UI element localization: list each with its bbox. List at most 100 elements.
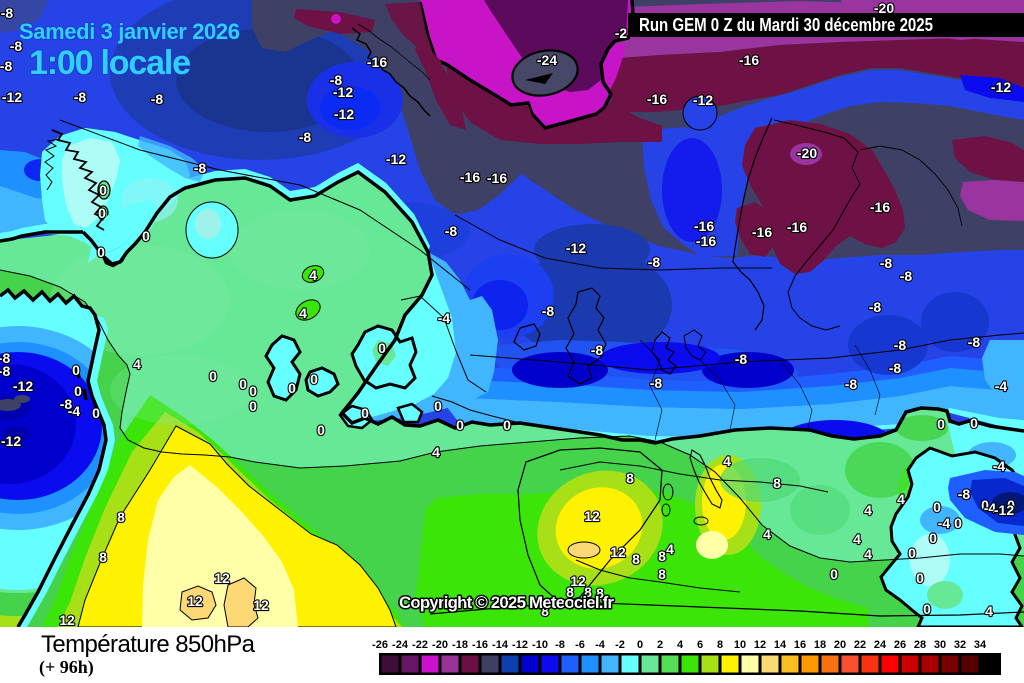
svg-text:-8: -8: [74, 89, 87, 105]
svg-text:8: 8: [717, 639, 723, 651]
svg-text:-6: -6: [575, 639, 585, 651]
svg-text:12: 12: [570, 573, 586, 589]
svg-text:-8: -8: [958, 486, 971, 502]
svg-text:-16: -16: [472, 639, 488, 651]
svg-text:-16: -16: [752, 224, 772, 240]
svg-text:0: 0: [637, 639, 643, 651]
svg-text:-4: -4: [938, 515, 951, 531]
svg-text:-8: -8: [0, 350, 10, 366]
svg-text:-8: -8: [330, 72, 343, 88]
svg-text:-8: -8: [0, 58, 12, 74]
svg-text:0: 0: [239, 376, 247, 392]
svg-text:24: 24: [874, 639, 887, 651]
svg-text:-12: -12: [2, 89, 22, 105]
svg-text:0: 0: [916, 570, 924, 586]
svg-text:-8: -8: [555, 639, 565, 651]
svg-text:4: 4: [864, 546, 872, 562]
svg-text:-8: -8: [845, 376, 858, 392]
svg-text:-4: -4: [595, 639, 606, 651]
svg-text:0: 0: [249, 398, 257, 414]
svg-text:4: 4: [432, 444, 440, 460]
svg-text:-12: -12: [693, 92, 713, 108]
svg-text:0: 0: [503, 417, 511, 433]
svg-text:0: 0: [249, 383, 257, 399]
svg-text:34: 34: [974, 639, 987, 651]
svg-text:-16: -16: [647, 91, 667, 107]
svg-text:0: 0: [361, 405, 369, 421]
svg-text:4: 4: [133, 356, 141, 372]
svg-text:12: 12: [59, 612, 75, 628]
svg-text:-20: -20: [797, 145, 817, 161]
svg-text:4: 4: [853, 531, 861, 547]
svg-text:8: 8: [584, 584, 592, 600]
svg-text:-16: -16: [696, 233, 716, 249]
svg-text:6: 6: [697, 639, 703, 651]
svg-text:-8: -8: [542, 303, 555, 319]
svg-text:-16: -16: [487, 170, 507, 186]
svg-text:1:00 locale: 1:00 locale: [29, 44, 191, 82]
svg-text:-16: -16: [739, 52, 759, 68]
svg-text:0: 0: [317, 422, 325, 438]
svg-text:-12: -12: [386, 151, 406, 167]
svg-text:-12: -12: [991, 79, 1011, 95]
svg-text:0: 0: [830, 566, 838, 582]
svg-text:0: 0: [378, 340, 386, 356]
svg-text:10: 10: [734, 639, 746, 651]
svg-text:-4: -4: [993, 458, 1006, 474]
svg-text:8: 8: [99, 549, 107, 565]
svg-text:0: 0: [209, 368, 217, 384]
svg-text:-8: -8: [735, 351, 748, 367]
svg-text:0: 0: [92, 405, 100, 421]
svg-text:0: 0: [933, 499, 941, 515]
svg-text:-18: -18: [452, 639, 468, 651]
svg-text:0: 0: [72, 362, 80, 378]
svg-text:Samedi 3 janvier 2026: Samedi 3 janvier 2026: [19, 19, 240, 44]
svg-text:-26: -26: [372, 639, 388, 651]
svg-text:0: 0: [929, 530, 937, 546]
svg-text:4: 4: [299, 305, 307, 321]
svg-text:-16: -16: [787, 219, 807, 235]
svg-text:-8: -8: [889, 360, 902, 376]
svg-text:12: 12: [214, 570, 230, 586]
svg-text:4: 4: [723, 453, 731, 469]
svg-text:-8: -8: [1, 5, 14, 21]
svg-text:8: 8: [632, 551, 640, 567]
svg-text:4: 4: [897, 491, 905, 507]
svg-text:28: 28: [914, 639, 926, 651]
svg-text:-8: -8: [299, 129, 312, 145]
svg-text:8: 8: [596, 585, 604, 601]
svg-text:(+ 96h): (+ 96h): [39, 657, 94, 678]
svg-text:-8: -8: [0, 363, 10, 379]
svg-text:-8: -8: [880, 255, 893, 271]
svg-text:-4: -4: [68, 403, 81, 419]
svg-text:-16: -16: [367, 54, 387, 70]
svg-text:-8: -8: [648, 254, 661, 270]
svg-text:-12: -12: [13, 378, 33, 394]
svg-text:-8: -8: [591, 342, 604, 358]
svg-text:0: 0: [970, 415, 978, 431]
svg-text:-8: -8: [60, 396, 73, 412]
svg-text:-8: -8: [445, 223, 458, 239]
svg-text:Run GEM 0 Z du Mardi 30 décemb: Run GEM 0 Z du Mardi 30 décembre 2025: [639, 14, 933, 35]
svg-text:-4: -4: [995, 378, 1008, 394]
svg-text:-4: -4: [438, 310, 451, 326]
svg-text:-4: -4: [984, 500, 997, 516]
svg-text:14: 14: [774, 639, 787, 651]
svg-text:4: 4: [985, 603, 993, 619]
svg-text:-8: -8: [650, 375, 663, 391]
svg-text:0: 0: [310, 371, 318, 387]
svg-text:-8: -8: [194, 160, 207, 176]
svg-text:16: 16: [794, 639, 806, 651]
svg-text:0: 0: [937, 416, 945, 432]
svg-text:32: 32: [954, 639, 966, 651]
svg-text:4: 4: [864, 502, 872, 518]
svg-text:-24: -24: [537, 52, 557, 68]
svg-text:-12: -12: [566, 240, 586, 256]
svg-text:-24: -24: [392, 639, 409, 651]
svg-text:12: 12: [584, 508, 600, 524]
svg-text:12: 12: [253, 597, 269, 613]
svg-text:0: 0: [74, 383, 82, 399]
svg-text:-16: -16: [460, 169, 480, 185]
svg-text:0: 0: [923, 601, 931, 617]
svg-text:8: 8: [658, 548, 666, 564]
